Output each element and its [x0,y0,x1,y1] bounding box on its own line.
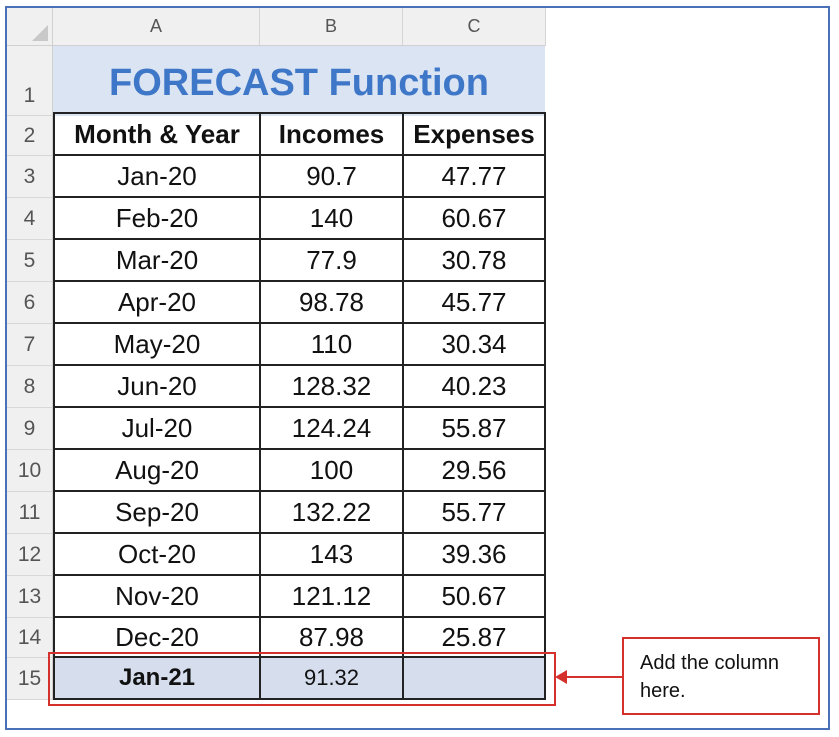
row-header-9[interactable]: 9 [7,408,53,450]
row-header-1[interactable]: 1 [7,46,53,116]
cell-month[interactable]: Jan-20 [117,160,197,191]
cell-month[interactable]: Oct-20 [117,538,197,569]
cell-expense[interactable]: 39.36 [441,538,507,569]
cell-income[interactable]: 100 [309,454,354,485]
row-divider [53,280,545,282]
column-header-b[interactable]: B [260,8,403,46]
row-header-5[interactable]: 5 [7,240,53,282]
cell-income[interactable]: 77.9 [306,244,357,275]
row-divider [53,196,545,198]
callout-note: Add the column here. [622,637,820,715]
cell-expense[interactable]: 55.77 [441,496,507,527]
row-header-15[interactable]: 15 [7,658,53,700]
forecast-row-background [53,656,545,698]
cell-expense[interactable]: 29.56 [441,454,507,485]
cell-income[interactable]: 124.24 [291,412,372,443]
cell-month[interactable]: Mar-20 [115,244,199,275]
cell-income[interactable]: 90.7 [306,160,357,191]
row-divider [53,364,545,366]
row-header-3[interactable]: 3 [7,156,53,198]
table-border-left [53,112,55,700]
row-header-6[interactable]: 6 [7,282,53,324]
callout-line-2: here. [640,680,686,702]
row-header-4[interactable]: 4 [7,198,53,240]
column-divider [402,112,404,700]
row-divider [53,490,545,492]
cell-month[interactable]: Aug-20 [115,454,199,485]
row-header-14[interactable]: 14 [7,618,53,658]
header-divider [53,154,545,156]
title-cell[interactable]: FORECAST Function [53,46,545,116]
forecast-income-cell[interactable]: 91.32 [303,665,360,690]
row-divider [53,322,545,324]
column-header-c[interactable]: C [403,8,546,46]
row-divider [53,532,545,534]
cell-month[interactable]: Nov-20 [115,580,199,611]
image-frame [5,6,830,730]
column-divider [259,112,261,700]
table-border-right [544,112,546,700]
row-divider [53,406,545,408]
cell-income[interactable]: 140 [309,202,354,233]
header-month-year[interactable]: Month & Year [74,118,240,149]
cell-income[interactable]: 87.98 [298,621,365,652]
cell-month[interactable]: Sep-20 [115,496,199,527]
cell-income[interactable]: 132.22 [291,496,372,527]
cell-income[interactable]: 110 [310,328,353,359]
cell-income[interactable]: 98.78 [298,286,365,317]
cell-month[interactable]: Dec-20 [115,621,199,652]
cell-month[interactable]: Jul-20 [121,412,193,443]
row-header-12[interactable]: 12 [7,534,53,576]
row-header-13[interactable]: 13 [7,576,53,618]
row-divider [53,238,545,240]
row-header-10[interactable]: 10 [7,450,53,492]
cell-expense[interactable]: 40.23 [441,370,507,401]
row-divider [53,616,545,618]
cell-expense[interactable]: 47.77 [441,160,507,191]
cell-expense[interactable]: 50.67 [441,580,507,611]
cell-expense[interactable]: 45.77 [441,286,507,317]
table-border-top [53,112,545,114]
arrow-line [560,676,622,678]
cell-expense[interactable]: 30.34 [441,328,507,359]
row-divider [53,574,545,576]
cell-expense[interactable]: 25.87 [441,621,507,652]
forecast-month-cell[interactable]: Jan-21 [118,664,196,691]
row-header-8[interactable]: 8 [7,366,53,408]
header-expenses[interactable]: Expenses [413,118,535,149]
cell-month[interactable]: Apr-20 [117,286,197,317]
cell-income[interactable]: 121.12 [291,580,372,611]
header-incomes[interactable]: Incomes [278,118,385,149]
cell-month[interactable]: Feb-20 [115,202,199,233]
highlight-box [48,652,556,706]
cell-expense[interactable]: 60.67 [441,202,507,233]
row-header-11[interactable]: 11 [7,492,53,534]
cell-month[interactable]: Jun-20 [117,370,197,401]
row-divider [53,656,545,658]
cell-income[interactable]: 128.32 [291,370,372,401]
callout-line-1: Add the column [640,652,779,674]
cell-expense[interactable]: 55.87 [441,412,507,443]
column-header-a[interactable]: A [53,8,260,46]
row-divider [53,448,545,450]
cell-expense[interactable]: 30.78 [441,244,507,275]
cell-month[interactable]: May-20 [113,328,201,359]
cell-income[interactable]: 143 [309,538,354,569]
row-header-2[interactable]: 2 [7,116,53,156]
arrow-left-icon [555,670,567,684]
select-all-corner[interactable] [7,8,53,46]
table-border-bottom [53,698,545,700]
row-header-7[interactable]: 7 [7,324,53,366]
